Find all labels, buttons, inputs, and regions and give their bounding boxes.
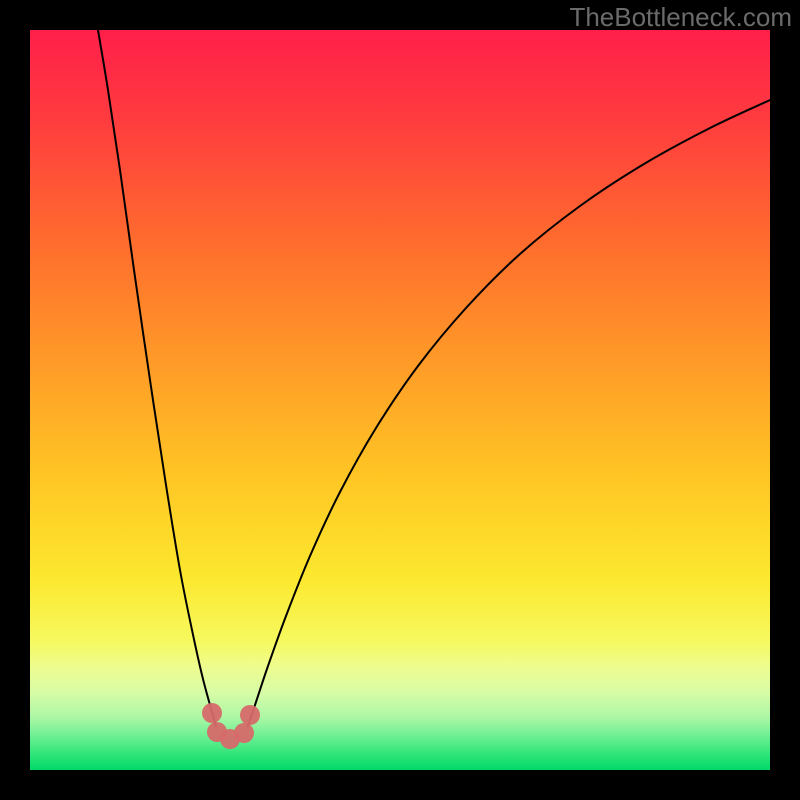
chart-background <box>30 30 770 770</box>
frame-right <box>770 0 800 800</box>
watermark-text: TheBottleneck.com <box>569 2 792 33</box>
valley-marker <box>202 703 222 723</box>
bottleneck-chart <box>30 30 770 770</box>
frame-left <box>0 0 30 800</box>
frame-bottom <box>0 770 800 800</box>
valley-marker <box>234 723 254 743</box>
valley-marker <box>240 705 260 725</box>
chart-svg <box>30 30 770 770</box>
